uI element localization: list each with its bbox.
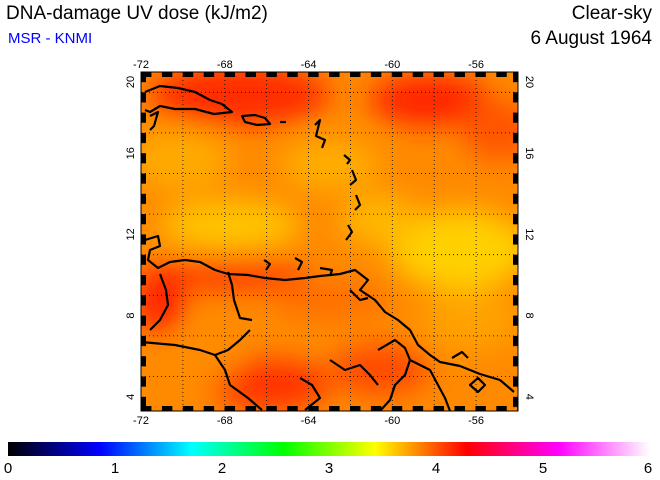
lon-label-bottom: -72	[133, 415, 149, 427]
lat-label-right: 16	[523, 147, 535, 159]
colorbar-tick-label: 6	[643, 460, 653, 477]
colorbar-tick-label: 4	[431, 460, 441, 477]
lon-label-bottom: -60	[384, 415, 400, 427]
lon-label-bottom: -56	[468, 415, 484, 427]
lat-label-left: 12	[125, 228, 137, 240]
map-title: DNA-damage UV dose (kJ/m2)	[6, 3, 268, 24]
date-label: 6 August 1964	[530, 28, 653, 49]
dose-field	[141, 72, 518, 411]
lon-label-top: -60	[384, 59, 400, 71]
map-source-label: MSR - KNMI	[8, 30, 93, 47]
colorbar-tick-label: 3	[324, 460, 334, 477]
lat-label-right: 20	[523, 76, 535, 88]
lon-label-top: -56	[468, 59, 484, 71]
uv-dose-map: -72 -68 -64 -60 -56 -72 -68 -64 -60 -56 …	[125, 59, 535, 427]
colorbar-tick-label: 0	[3, 460, 13, 477]
lat-label-left: 4	[125, 394, 137, 400]
lat-label-right: 4	[523, 394, 535, 400]
lat-label-right: 8	[523, 313, 535, 319]
lat-label-right: 12	[523, 228, 535, 240]
coastlines	[141, 84, 515, 411]
lon-label-top: -68	[217, 59, 233, 71]
lat-label-left: 20	[125, 76, 137, 88]
lon-label-bottom: -68	[217, 415, 233, 427]
colorbar-tick-label: 5	[538, 460, 548, 477]
colorbar-tick-label: 1	[110, 460, 120, 477]
lon-label-top: -72	[133, 59, 149, 71]
lat-label-left: 8	[125, 313, 137, 319]
lon-label-top: -64	[301, 59, 317, 71]
sky-condition-label: Clear-sky	[571, 3, 652, 24]
colorbar	[8, 442, 650, 456]
colorbar-tick-label: 2	[217, 460, 227, 477]
map-frame	[140, 71, 519, 412]
lon-label-bottom: -64	[301, 415, 317, 427]
grid-lines	[141, 72, 518, 411]
lat-label-left: 16	[125, 147, 137, 159]
